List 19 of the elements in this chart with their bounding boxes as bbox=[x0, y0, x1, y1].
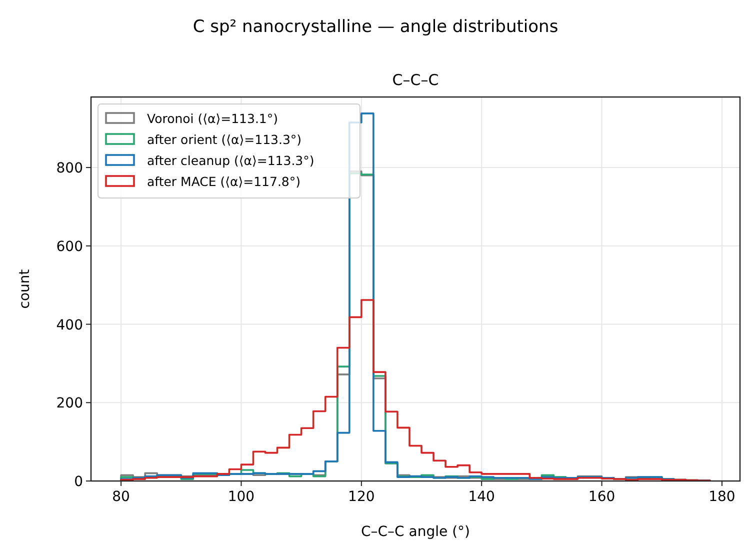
x-tick-label: 120 bbox=[348, 489, 375, 505]
legend-label: after orient (⟨α⟩=113.3°) bbox=[147, 132, 302, 147]
y-axis-title: count bbox=[17, 268, 33, 309]
y-tick-label: 200 bbox=[56, 396, 83, 412]
legend-label: after MACE (⟨α⟩=117.8°) bbox=[147, 174, 301, 189]
y-tick-label: 600 bbox=[56, 238, 83, 255]
y-tick-label: 400 bbox=[56, 317, 83, 334]
x-axis-title: C–C–C angle (°) bbox=[361, 524, 470, 540]
x-tick-label: 160 bbox=[588, 489, 616, 505]
x-tick-label: 140 bbox=[468, 489, 495, 505]
y-tick-label: 0 bbox=[74, 474, 83, 490]
chart-title: C sp² nanocrystalline — angle distributions bbox=[192, 17, 558, 37]
chart-subtitle: C–C–C bbox=[392, 71, 439, 89]
legend-label: Voronoi (⟨α⟩=113.1°) bbox=[147, 111, 278, 126]
x-tick-label: 100 bbox=[228, 489, 255, 505]
y-tick-label: 800 bbox=[56, 160, 83, 177]
legend-label: after cleanup (⟨α⟩=113.3°) bbox=[147, 153, 314, 168]
x-tick-label: 180 bbox=[708, 489, 736, 505]
x-tick-label: 80 bbox=[112, 489, 130, 505]
